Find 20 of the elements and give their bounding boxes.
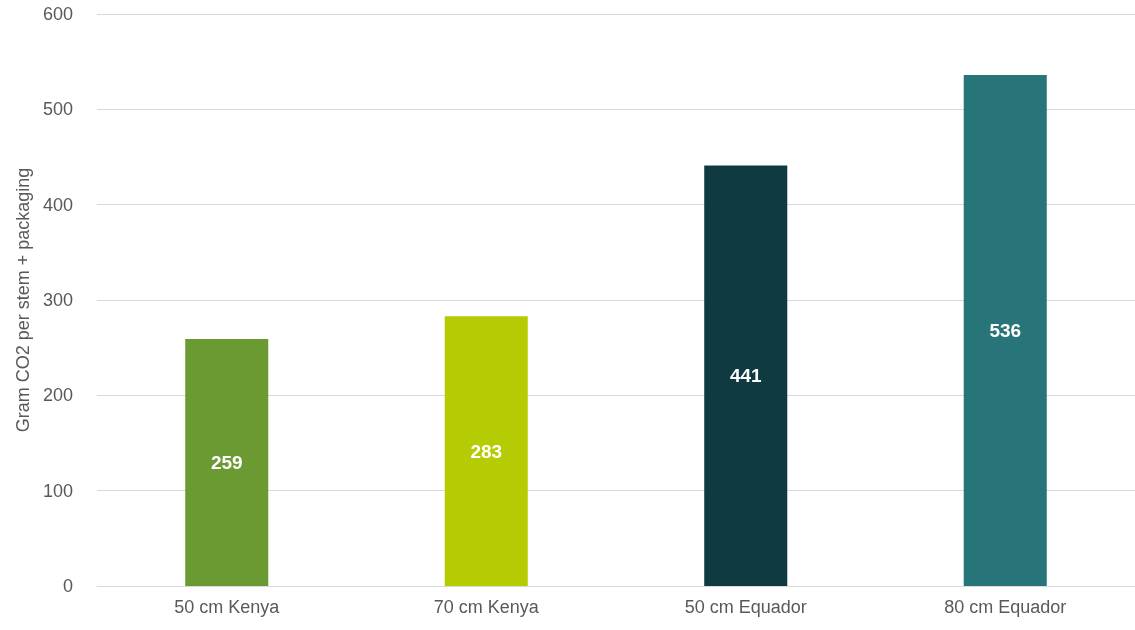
data-label: 536: [989, 320, 1022, 342]
y-tick-label: 400: [42, 194, 73, 215]
bar: [185, 339, 269, 586]
y-tick-label: 500: [42, 99, 73, 120]
bar: [963, 75, 1047, 586]
y-tick-label: 0: [62, 576, 73, 596]
bar: [704, 165, 788, 586]
bar: [444, 316, 528, 586]
x-tick-label: 50 cm Equador: [684, 597, 807, 617]
x-tick-label: 50 cm Kenya: [174, 597, 281, 617]
y-tick-label: 600: [42, 4, 73, 24]
y-tick-label: 100: [42, 480, 73, 501]
data-label: 283: [470, 440, 503, 462]
data-label: 259: [210, 452, 243, 474]
x-tick-label: 80 cm Equador: [944, 597, 1067, 617]
y-tick-label: 200: [42, 385, 73, 406]
y-tick-label: 300: [42, 290, 73, 310]
data-label: 441: [729, 365, 763, 387]
y-axis-title: Gram CO2 per stem + packaging: [13, 167, 34, 433]
x-tick-label: 70 cm Kenya: [433, 597, 540, 617]
